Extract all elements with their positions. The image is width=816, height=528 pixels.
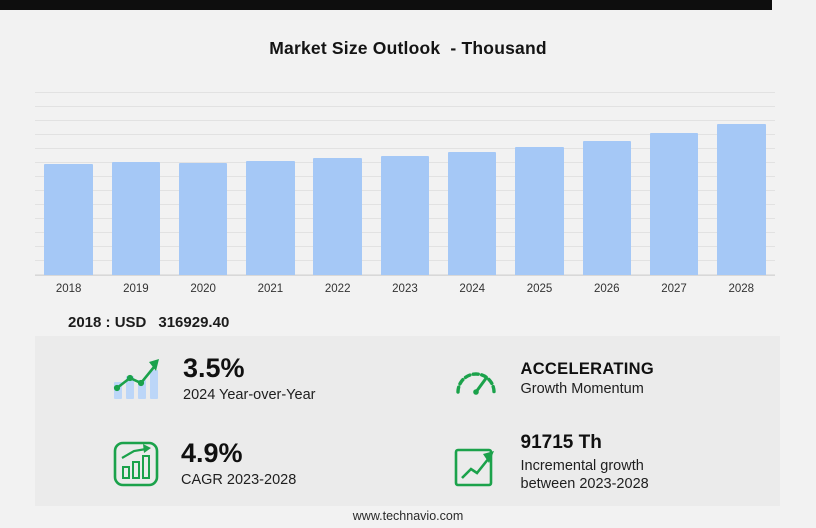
stat-momentum-label: Growth Momentum [520,381,644,398]
bar-2025 [515,146,564,275]
bar-2019 [111,161,161,275]
bar-column [439,89,506,275]
stat-yoy-value: 3.5% [183,353,245,384]
x-tick-2028: 2028 [728,283,755,295]
x-tick-2026: 2026 [593,283,620,295]
incremental-growth-icon [453,441,499,487]
x-tick-2027: 2027 [661,283,687,295]
x-tick-2021: 2021 [257,283,284,295]
bar-column [102,89,169,275]
stat-yoy-label: 2024 Year-over-Year [183,386,316,403]
bar-series [35,89,775,275]
bar-column [573,89,640,275]
bar-2026 [582,140,631,275]
chart-title: Market Size Outlook - Thousand [269,38,547,58]
bar-2024 [448,151,497,275]
stat-yoy: 3.5% 2024 Year-over-Year [35,336,408,421]
bar-column [237,89,304,275]
x-tick-2018: 2018 [55,283,82,295]
bar-2020 [178,163,228,275]
base-year-amount: 316929.40 [158,314,230,331]
bar-column [506,89,573,275]
stat-incremental-value: 91715 Th [520,432,602,454]
x-tick-2025: 2025 [526,283,553,295]
bar-2022 [313,158,362,275]
top-black-bar [0,0,772,10]
bar-2023 [380,155,430,275]
bar-2018 [44,163,93,275]
base-year-label: 2018 : USD [68,314,147,331]
stat-momentum: ACCELERATING Growth Momentum [408,336,781,421]
bar-column [304,89,371,275]
x-tick-2020: 2020 [190,283,216,295]
bar-chart [35,89,775,276]
bar-2021 [246,161,295,275]
bar-column [708,89,775,275]
stat-cagr-value: 4.9% [181,438,243,469]
x-tick-2024: 2024 [459,283,486,295]
bar-column [170,89,237,275]
bar-2027 [649,132,699,275]
x-tick-2023: 2023 [392,283,418,295]
bar-2028 [717,123,766,275]
base-year-value: 2018 : USD 316929.40 [68,314,229,331]
stats-panel: 3.5% 2024 Year-over-Year ACCELERATING Gr… [35,336,780,506]
bar-column [640,89,707,275]
stat-incremental: 91715 Th Incremental growth between 2023… [408,421,781,506]
speedometer-icon [453,361,499,397]
stat-cagr-label: CAGR 2023-2028 [181,471,297,488]
stat-cagr: 4.9% CAGR 2023-2028 [35,421,408,506]
cagr-chart-icon [113,441,159,487]
bar-column [371,89,438,275]
website-url: www.technavio.com [352,509,464,523]
bar-growth-icon [113,357,161,401]
x-tick-2019: 2019 [123,283,149,295]
x-axis: 2018 2019 2020 2021 2022 2023 2024 2025 2026 2027… [35,283,775,295]
x-tick-2022: 2022 [324,283,351,295]
stat-momentum-value: ACCELERATING [520,359,654,378]
stat-incremental-label: Incremental growth between 2023-2028 [520,458,649,493]
bar-column [35,89,102,275]
